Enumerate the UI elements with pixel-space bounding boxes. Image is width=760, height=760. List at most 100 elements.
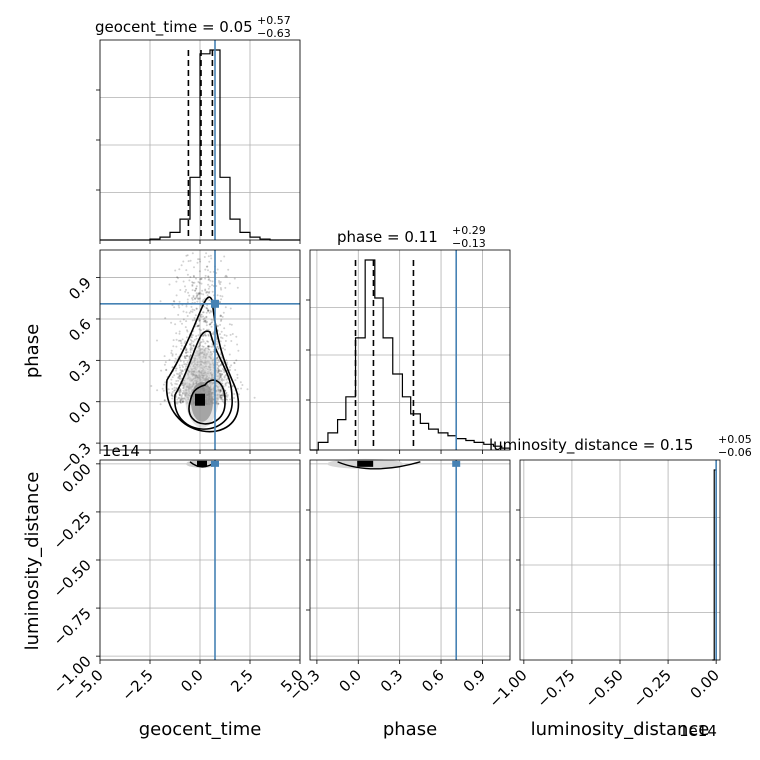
title-phase: phase = 0.11 [337, 228, 438, 246]
sample-point [179, 401, 182, 404]
sample-point [201, 300, 204, 303]
sample-point [207, 345, 210, 348]
sample-point [192, 281, 195, 284]
sample-point [171, 395, 174, 398]
sample-point [193, 345, 196, 348]
sample-point [210, 318, 213, 321]
sample-point [183, 368, 186, 371]
sample-point [177, 376, 179, 379]
density-peak [197, 460, 207, 467]
sample-point [197, 293, 199, 296]
sample-point [200, 278, 203, 280]
sample-point [191, 334, 194, 337]
sample-point [207, 269, 209, 272]
sample-point [171, 376, 174, 379]
sample-point [199, 344, 202, 347]
sample-point [220, 298, 223, 301]
sample-point [171, 391, 174, 393]
sample-point [184, 357, 186, 359]
sample-point [184, 326, 187, 329]
sample-point [219, 394, 222, 397]
sample-point [198, 328, 201, 331]
panel-luminosity_distance-vs-geocent_time [96, 459, 301, 664]
hist-phase [310, 259, 511, 451]
sample-point [198, 345, 200, 348]
density-peak [195, 393, 205, 406]
truth-marker [211, 460, 219, 467]
ylabel-phase: phase [22, 324, 43, 378]
title-geocent_time-minus: −0.63 [257, 27, 291, 40]
sample-point [175, 383, 178, 386]
sample-point [219, 283, 222, 286]
sample-point [205, 291, 208, 294]
sample-point [185, 354, 188, 357]
sample-point [218, 370, 221, 373]
sample-point [211, 284, 214, 287]
sample-point [179, 400, 182, 403]
sample-point [212, 331, 215, 334]
sample-point [182, 366, 184, 368]
sample-point [174, 367, 177, 370]
sample-point [180, 340, 182, 342]
sample-point [234, 369, 237, 371]
sample-point [209, 309, 212, 312]
sample-point [205, 311, 208, 314]
sample-point [209, 271, 212, 273]
sample-point [171, 387, 174, 390]
sample-point [176, 372, 178, 375]
sample-point [204, 289, 207, 292]
sample-point [179, 369, 182, 371]
sample-point [218, 281, 221, 284]
sample-point [171, 354, 174, 357]
sample-point [179, 378, 181, 380]
sample-point [165, 368, 168, 371]
sample-point [191, 289, 194, 292]
sample-point [201, 345, 204, 348]
sample-point [208, 291, 210, 294]
sample-point [225, 391, 228, 394]
sample-point [221, 295, 224, 298]
sample-point [181, 370, 184, 373]
sample-point [192, 296, 195, 299]
sample-point [187, 260, 190, 263]
sample-point [222, 398, 224, 401]
sample-point [185, 311, 188, 314]
sample-point [179, 388, 182, 391]
sample-point [221, 382, 224, 385]
sample-point [164, 361, 167, 364]
sample-point [163, 355, 166, 358]
sample-point [195, 287, 198, 290]
sample-point [183, 342, 186, 344]
sample-point [215, 336, 218, 339]
sample-point [185, 355, 188, 358]
sample-point [209, 350, 212, 353]
sample-point [186, 273, 189, 276]
sample-point [194, 289, 197, 292]
sample-point [184, 357, 187, 360]
sample-point [219, 374, 222, 377]
sample-point [182, 260, 185, 263]
sample-point [220, 398, 223, 401]
sample-point [188, 311, 191, 314]
sample-point [191, 281, 194, 284]
sample-point [210, 310, 213, 313]
sample-point [228, 323, 231, 326]
sample-point [205, 315, 208, 318]
sample-point [204, 319, 207, 322]
sample-point [189, 354, 192, 357]
sample-point [223, 376, 226, 379]
offset-label-luminosity_distance-x: 1e14 [679, 722, 717, 740]
sample-point [202, 298, 205, 301]
sample-point [179, 390, 182, 393]
sample-point [204, 319, 207, 322]
sample-point [225, 382, 228, 385]
sample-point [180, 342, 183, 345]
sample-point [174, 323, 177, 326]
sample-point [180, 373, 183, 375]
sample-point [170, 394, 173, 397]
sample-point [178, 300, 181, 303]
sample-point [222, 379, 225, 381]
sample-point [190, 342, 193, 345]
sample-point [220, 318, 223, 321]
sample-point [202, 311, 205, 314]
